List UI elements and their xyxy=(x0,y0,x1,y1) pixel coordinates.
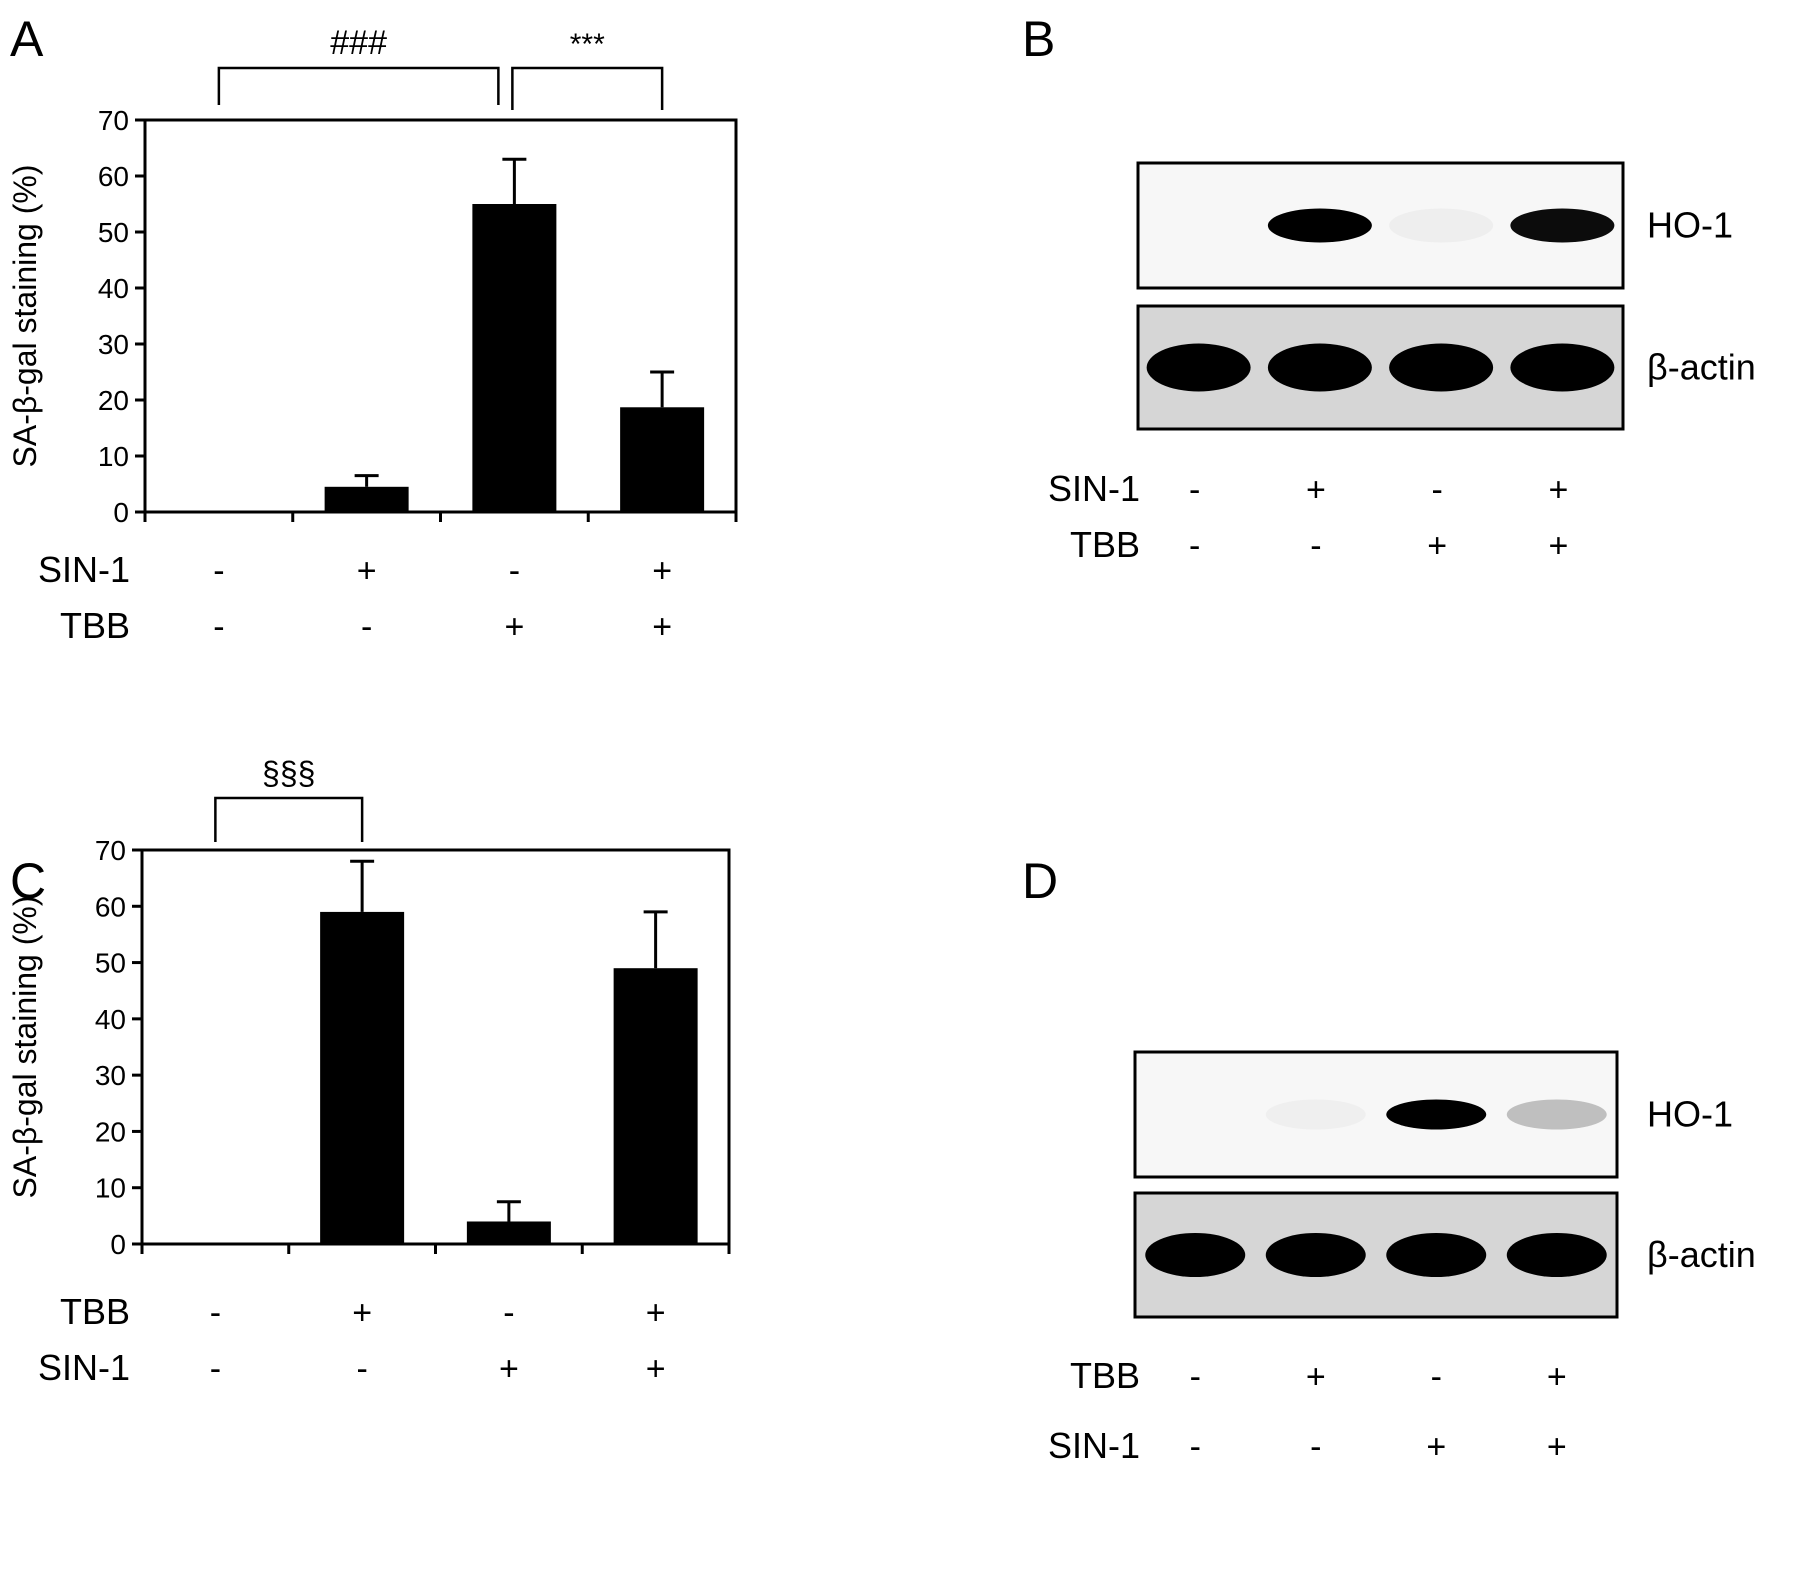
bar xyxy=(472,204,557,512)
condition-mark: - xyxy=(503,1294,514,1332)
bar xyxy=(620,407,705,512)
condition-mark: + xyxy=(646,1350,666,1388)
y-tick-label: 30 xyxy=(98,329,129,360)
y-axis-label: SA-β-gal staining (%) xyxy=(7,896,43,1199)
condition-mark: - xyxy=(509,552,520,590)
panel-letter-c: C xyxy=(10,853,46,909)
blot-band xyxy=(1267,343,1372,392)
condition-mark: - xyxy=(213,552,224,590)
blot-band xyxy=(1506,1099,1607,1130)
condition-mark: + xyxy=(652,552,672,590)
condition-mark: + xyxy=(1306,1358,1326,1396)
y-tick-label: 30 xyxy=(95,1060,126,1091)
condition-mark: + xyxy=(1547,1358,1567,1396)
blot-band xyxy=(1389,208,1494,243)
condition-label: SIN-1 xyxy=(38,1347,130,1388)
y-tick-label: 50 xyxy=(98,217,129,248)
blot-band xyxy=(1267,208,1372,243)
condition-mark: - xyxy=(210,1350,221,1388)
y-tick-label: 70 xyxy=(95,835,126,866)
blot-band xyxy=(1145,1233,1246,1277)
condition-mark: - xyxy=(356,1350,367,1388)
y-tick-label: 40 xyxy=(98,273,129,304)
blot-band xyxy=(1265,1099,1366,1130)
y-tick-label: 60 xyxy=(95,891,126,922)
condition-label: TBB xyxy=(1070,524,1140,565)
blot-band xyxy=(1386,1233,1487,1277)
significance-symbol: §§§ xyxy=(262,755,315,791)
condition-mark: + xyxy=(1427,527,1447,565)
condition-mark: + xyxy=(504,608,524,646)
blot-band xyxy=(1506,1233,1607,1277)
blot-band xyxy=(1510,208,1615,243)
condition-mark: - xyxy=(1189,527,1200,565)
condition-label: TBB xyxy=(60,1291,130,1332)
y-tick-label: 50 xyxy=(95,948,126,979)
y-tick-label: 10 xyxy=(95,1173,126,1204)
condition-mark: + xyxy=(1547,1428,1567,1466)
y-tick-label: 0 xyxy=(113,497,129,528)
condition-mark: - xyxy=(210,1294,221,1332)
condition-mark: + xyxy=(1548,527,1568,565)
condition-mark: - xyxy=(1190,1428,1201,1466)
bar xyxy=(613,968,698,1244)
blot-band xyxy=(1265,1233,1366,1277)
y-tick-label: 70 xyxy=(98,105,129,136)
condition-mark: - xyxy=(213,608,224,646)
significance-symbol: ### xyxy=(330,24,387,62)
condition-label: TBB xyxy=(1070,1355,1140,1396)
condition-label: SIN-1 xyxy=(1048,1425,1140,1466)
y-axis-label: SA-β-gal staining (%) xyxy=(7,165,43,468)
condition-mark: - xyxy=(1310,527,1321,565)
blot-band xyxy=(1389,343,1494,392)
blot-band-label: β-actin xyxy=(1647,1234,1756,1275)
y-tick-label: 10 xyxy=(98,441,129,472)
western-blot-d: HO-1 β-actin TBB - + - + SIN-1 - - + + xyxy=(1048,1050,1756,1466)
significance-bracket xyxy=(217,66,500,105)
bar-chart-a: 0 10 20 30 40 50 60 70 SA-β-gal staining (%) SIN-… xyxy=(7,24,738,646)
condition-mark: - xyxy=(361,608,372,646)
condition-mark: - xyxy=(1431,1358,1442,1396)
condition-mark: - xyxy=(1310,1428,1321,1466)
blot-band-label: HO-1 xyxy=(1647,205,1733,246)
blot-band xyxy=(1386,1099,1487,1130)
condition-mark: - xyxy=(1189,471,1200,509)
condition-mark: + xyxy=(352,1294,372,1332)
panel-letter-a: A xyxy=(10,11,44,67)
condition-mark: - xyxy=(1190,1358,1201,1396)
y-tick-label: 20 xyxy=(95,1116,126,1147)
significance-bracket xyxy=(511,66,664,110)
significance-bracket xyxy=(214,796,364,842)
panel-letter-b: B xyxy=(1022,11,1055,67)
condition-mark: + xyxy=(652,608,672,646)
condition-label: TBB xyxy=(60,605,130,646)
bar xyxy=(320,911,405,1244)
bar xyxy=(466,1221,551,1244)
condition-mark: + xyxy=(1426,1428,1446,1466)
condition-mark: + xyxy=(1306,471,1326,509)
condition-mark: - xyxy=(1431,471,1442,509)
y-tick-label: 20 xyxy=(98,385,129,416)
bar xyxy=(324,486,409,512)
blot-band-label: β-actin xyxy=(1647,347,1756,388)
bar-chart-c: 0 10 20 30 40 50 60 70 SA-β-gal staining (%) TBB -… xyxy=(7,755,731,1388)
panel-letter-d: D xyxy=(1022,853,1058,909)
blot-band xyxy=(1510,343,1615,392)
blot-band-label: HO-1 xyxy=(1647,1094,1733,1135)
condition-mark: + xyxy=(499,1350,519,1388)
western-blot-b: HO-1 β-actin SIN-1 - + - + TBB - - + + xyxy=(1048,161,1756,565)
condition-label: SIN-1 xyxy=(1048,468,1140,509)
condition-mark: + xyxy=(1548,471,1568,509)
blot-band xyxy=(1146,343,1251,392)
condition-mark: + xyxy=(646,1294,666,1332)
y-tick-label: 40 xyxy=(95,1004,126,1035)
significance-symbol: *** xyxy=(570,28,605,61)
condition-mark: + xyxy=(357,552,377,590)
condition-label: SIN-1 xyxy=(38,549,130,590)
y-tick-label: 60 xyxy=(98,161,129,192)
y-tick-label: 0 xyxy=(110,1229,126,1260)
